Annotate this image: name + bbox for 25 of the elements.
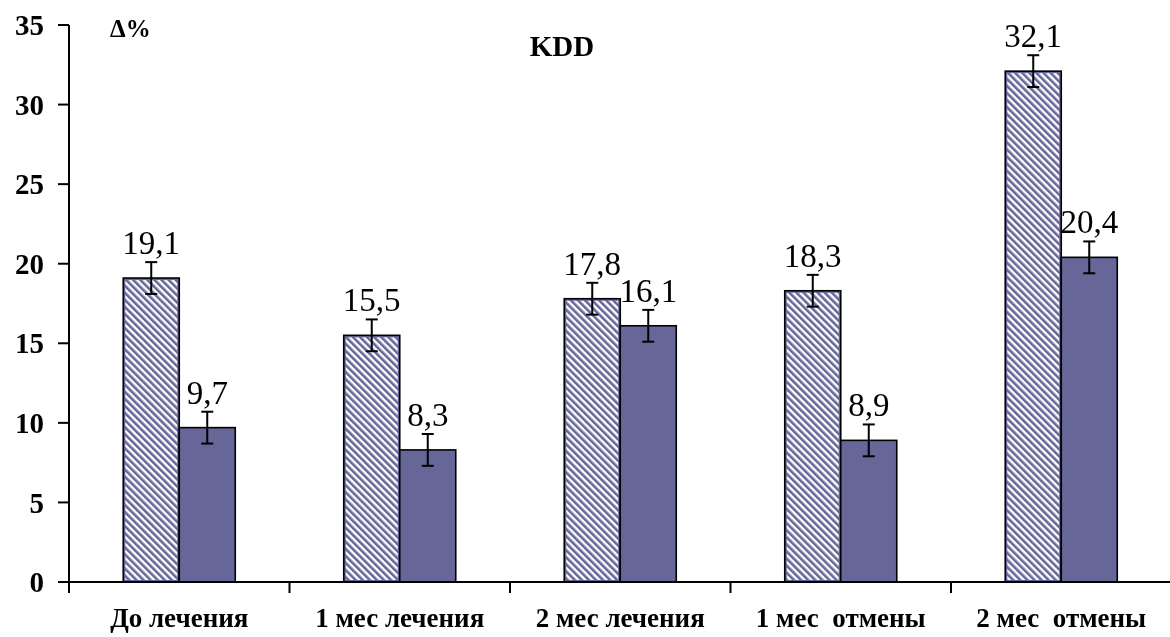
chart-title: KDD [529,30,595,62]
y-tick-label: 0 [29,566,44,599]
data-label: 8,9 [848,387,890,424]
data-label: 17,8 [563,245,622,282]
x-tick-label: 2 мес отмены [976,603,1147,633]
y-tick-label: 10 [15,407,44,440]
data-label: 15,5 [342,282,401,319]
y-tick-label: 25 [15,168,44,201]
x-tick-label: До лечения [110,603,249,633]
data-label: 16,1 [619,272,678,309]
data-label: 8,3 [407,397,449,433]
x-tick-label: 2 мес лечения [535,603,705,633]
y-axis-title: Δ% [110,15,151,42]
y-tick-label: 15 [15,327,44,360]
data-label: 9,7 [186,374,228,411]
data-label: 32,1 [1004,18,1063,55]
data-label: 20,4 [1060,204,1119,241]
y-tick-label: 30 [15,88,44,121]
y-tick-label: 5 [29,486,44,519]
y-tick-label: 35 [15,9,44,42]
data-label: 18,3 [783,237,842,274]
data-label: 19,1 [122,225,181,262]
x-tick-label: 1 мес лечения [315,603,485,633]
x-tick-label: 1 мес отмены [755,603,926,633]
y-tick-label: 20 [15,247,44,280]
